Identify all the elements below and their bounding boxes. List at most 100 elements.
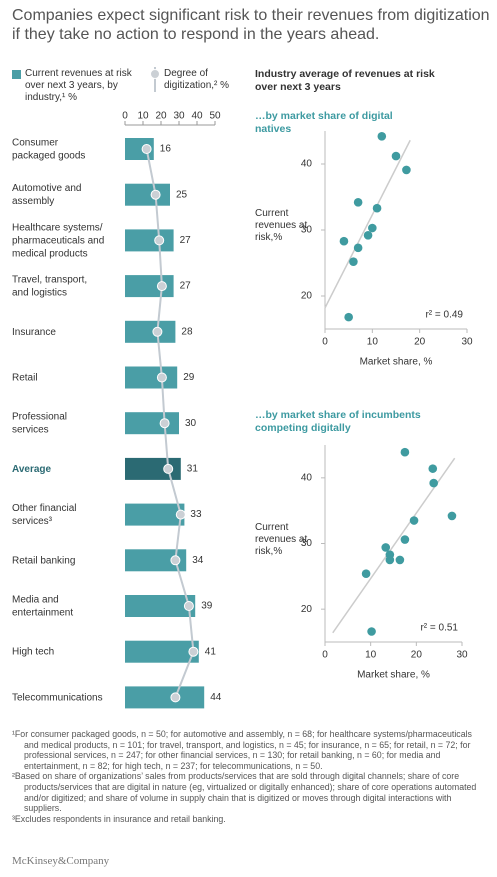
point <box>361 569 371 579</box>
x-tick-label: 0 <box>322 337 328 348</box>
digitization-dot <box>152 326 163 337</box>
x-tick-label: 0 <box>322 650 328 661</box>
digitization-dot <box>170 555 181 566</box>
category-label: Professional services <box>12 411 67 435</box>
x-tick-label: 40 <box>191 111 203 122</box>
x-tick-label: 30 <box>173 111 185 122</box>
digitization-dot <box>159 418 170 429</box>
y-tick-label: 40 <box>301 159 313 170</box>
category-line: Retail banking <box>12 555 75 566</box>
x-tick-label: 20 <box>155 111 167 122</box>
point <box>429 478 438 488</box>
category-line: Telecommunications <box>12 692 103 703</box>
digitization-dot <box>154 235 165 246</box>
category-label: Retail banking <box>12 555 75 566</box>
x-tick-label: 50 <box>209 111 221 122</box>
digitization-dot <box>163 463 174 474</box>
x-tick-label: 30 <box>461 337 473 348</box>
point <box>381 543 391 552</box>
y-tick-label: 20 <box>301 291 313 302</box>
category-line: Travel, transport, <box>12 274 87 285</box>
category-label: Automotive and assembly <box>12 183 82 207</box>
legend-label: Degree of digitization,² % <box>164 68 230 91</box>
legend-dot <box>150 69 160 79</box>
point <box>409 516 419 525</box>
category-line: Automotive and <box>12 183 82 194</box>
source: McKinsey&Company <box>12 855 110 867</box>
footnote: ³Excludes respondents in insurance and r… <box>12 813 226 824</box>
y-tick-label: 30 <box>301 538 313 549</box>
footnote: ¹For consumer packaged goods, n = 50; fo… <box>12 729 472 771</box>
value-label: 28 <box>181 326 193 337</box>
point <box>402 165 411 175</box>
category-label: Healthcare systems/pharmaceuticals and me… <box>12 222 104 259</box>
annotation: r² = 0.49 <box>425 310 463 321</box>
value-label: 34 <box>192 555 204 566</box>
point <box>339 236 349 246</box>
category-line: pharmaceuticals and <box>12 235 104 246</box>
category-label: Retail <box>12 372 38 383</box>
digitization-dot <box>156 372 167 383</box>
bar <box>125 320 176 343</box>
value-label: 31 <box>187 464 199 475</box>
digitization-dot <box>183 601 194 611</box>
category-label: High tech <box>12 646 54 657</box>
legend-swatch <box>12 70 21 79</box>
category-line: assembly <box>12 196 54 207</box>
point <box>363 230 373 240</box>
point <box>400 447 410 457</box>
x-tick-label: 10 <box>365 650 377 661</box>
bar <box>125 503 185 526</box>
category-line: services³ <box>12 516 53 527</box>
category-line: Healthcare systems/ <box>12 222 103 233</box>
subtitle: …by market share of incumbents competing… <box>255 409 421 434</box>
bar <box>125 229 174 252</box>
y-tick-label: 20 <box>301 604 313 615</box>
point <box>391 151 401 161</box>
heading: Industry average of revenues at risk ove… <box>255 68 435 93</box>
value-label: 33 <box>190 509 202 520</box>
x-axis-label: Market share, % <box>360 357 433 368</box>
category-line: packaged goods <box>12 150 85 161</box>
category-line: and logistics <box>12 287 67 298</box>
point <box>447 511 457 521</box>
category-label: Consumer packaged goods <box>12 137 85 161</box>
value-label: 16 <box>160 144 172 155</box>
bar <box>125 183 170 206</box>
point <box>377 131 387 141</box>
category-line: medical products <box>12 248 88 259</box>
point <box>349 257 358 266</box>
x-tick-label: 0 <box>122 111 128 122</box>
legend-label: Current revenues at risk over next 3 yea… <box>25 68 132 103</box>
point <box>353 243 363 253</box>
category-line: Other financial <box>12 503 76 514</box>
x-tick-label: 20 <box>414 337 426 348</box>
point <box>344 312 353 322</box>
point <box>385 555 395 565</box>
category-label: Average <box>12 464 52 475</box>
category-label: Travel, transport, and logistics <box>12 274 87 298</box>
footnotes: ¹For consumer packaged goods, n = 50; fo… <box>12 729 487 824</box>
trend-line <box>324 139 411 309</box>
category-line: High tech <box>12 646 54 657</box>
point <box>395 555 405 565</box>
bar <box>125 640 199 663</box>
point <box>353 197 363 207</box>
digitization-dot <box>170 692 181 703</box>
digitization-dot <box>188 646 199 657</box>
category-line: Average <box>12 464 52 475</box>
point <box>368 223 377 233</box>
digitization-dot <box>141 144 152 154</box>
value-label: 25 <box>176 189 188 200</box>
annotation: r² = 0.51 <box>420 623 458 634</box>
y-axis-label: Current revenues at risk,% <box>255 208 308 243</box>
value-label: 30 <box>185 418 197 429</box>
x-tick-label: 20 <box>411 650 423 661</box>
point <box>428 464 438 473</box>
y-tick-label: 40 <box>301 472 313 483</box>
category-label: Telecommunications <box>12 692 103 703</box>
subtitle: …by market share of digital natives <box>255 110 393 135</box>
footnote: ²Based on share of organizations’ sales … <box>12 771 477 814</box>
x-tick-label: 10 <box>367 337 379 348</box>
